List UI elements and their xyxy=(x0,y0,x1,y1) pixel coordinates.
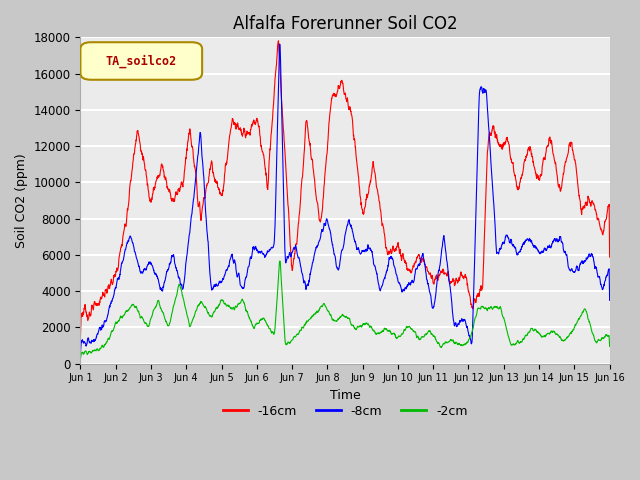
-16cm xyxy=(499,145,507,151)
-16cm xyxy=(360,207,368,213)
-8cm xyxy=(559,243,567,249)
Line: -2cm: -2cm xyxy=(81,261,610,359)
Line: -16cm: -16cm xyxy=(81,41,610,338)
-2cm xyxy=(606,344,614,349)
-2cm xyxy=(559,337,567,343)
-8cm xyxy=(360,248,368,253)
-16cm xyxy=(606,254,614,260)
-16cm xyxy=(224,149,232,155)
-16cm xyxy=(77,335,84,341)
-8cm xyxy=(224,264,232,270)
-2cm xyxy=(77,356,84,362)
-2cm xyxy=(574,318,582,324)
Text: TA_soilco2: TA_soilco2 xyxy=(106,54,177,68)
-8cm xyxy=(372,267,380,273)
-2cm xyxy=(360,322,368,327)
Title: Alfalfa Forerunner Soil CO2: Alfalfa Forerunner Soil CO2 xyxy=(233,15,458,33)
-8cm xyxy=(606,298,614,303)
Line: -8cm: -8cm xyxy=(81,44,610,354)
-8cm xyxy=(77,351,84,357)
FancyBboxPatch shape xyxy=(81,42,202,80)
-8cm xyxy=(499,240,507,245)
-8cm xyxy=(574,266,582,272)
-16cm xyxy=(275,38,282,44)
-16cm xyxy=(574,180,582,186)
-2cm xyxy=(224,302,232,308)
-8cm xyxy=(276,41,284,47)
Legend: -16cm, -8cm, -2cm: -16cm, -8cm, -2cm xyxy=(218,400,472,423)
X-axis label: Time: Time xyxy=(330,389,360,402)
-16cm xyxy=(372,177,380,182)
-2cm xyxy=(499,313,507,319)
-2cm xyxy=(372,331,380,336)
Y-axis label: Soil CO2 (ppm): Soil CO2 (ppm) xyxy=(15,153,28,248)
-2cm xyxy=(276,258,284,264)
-16cm xyxy=(559,173,567,179)
